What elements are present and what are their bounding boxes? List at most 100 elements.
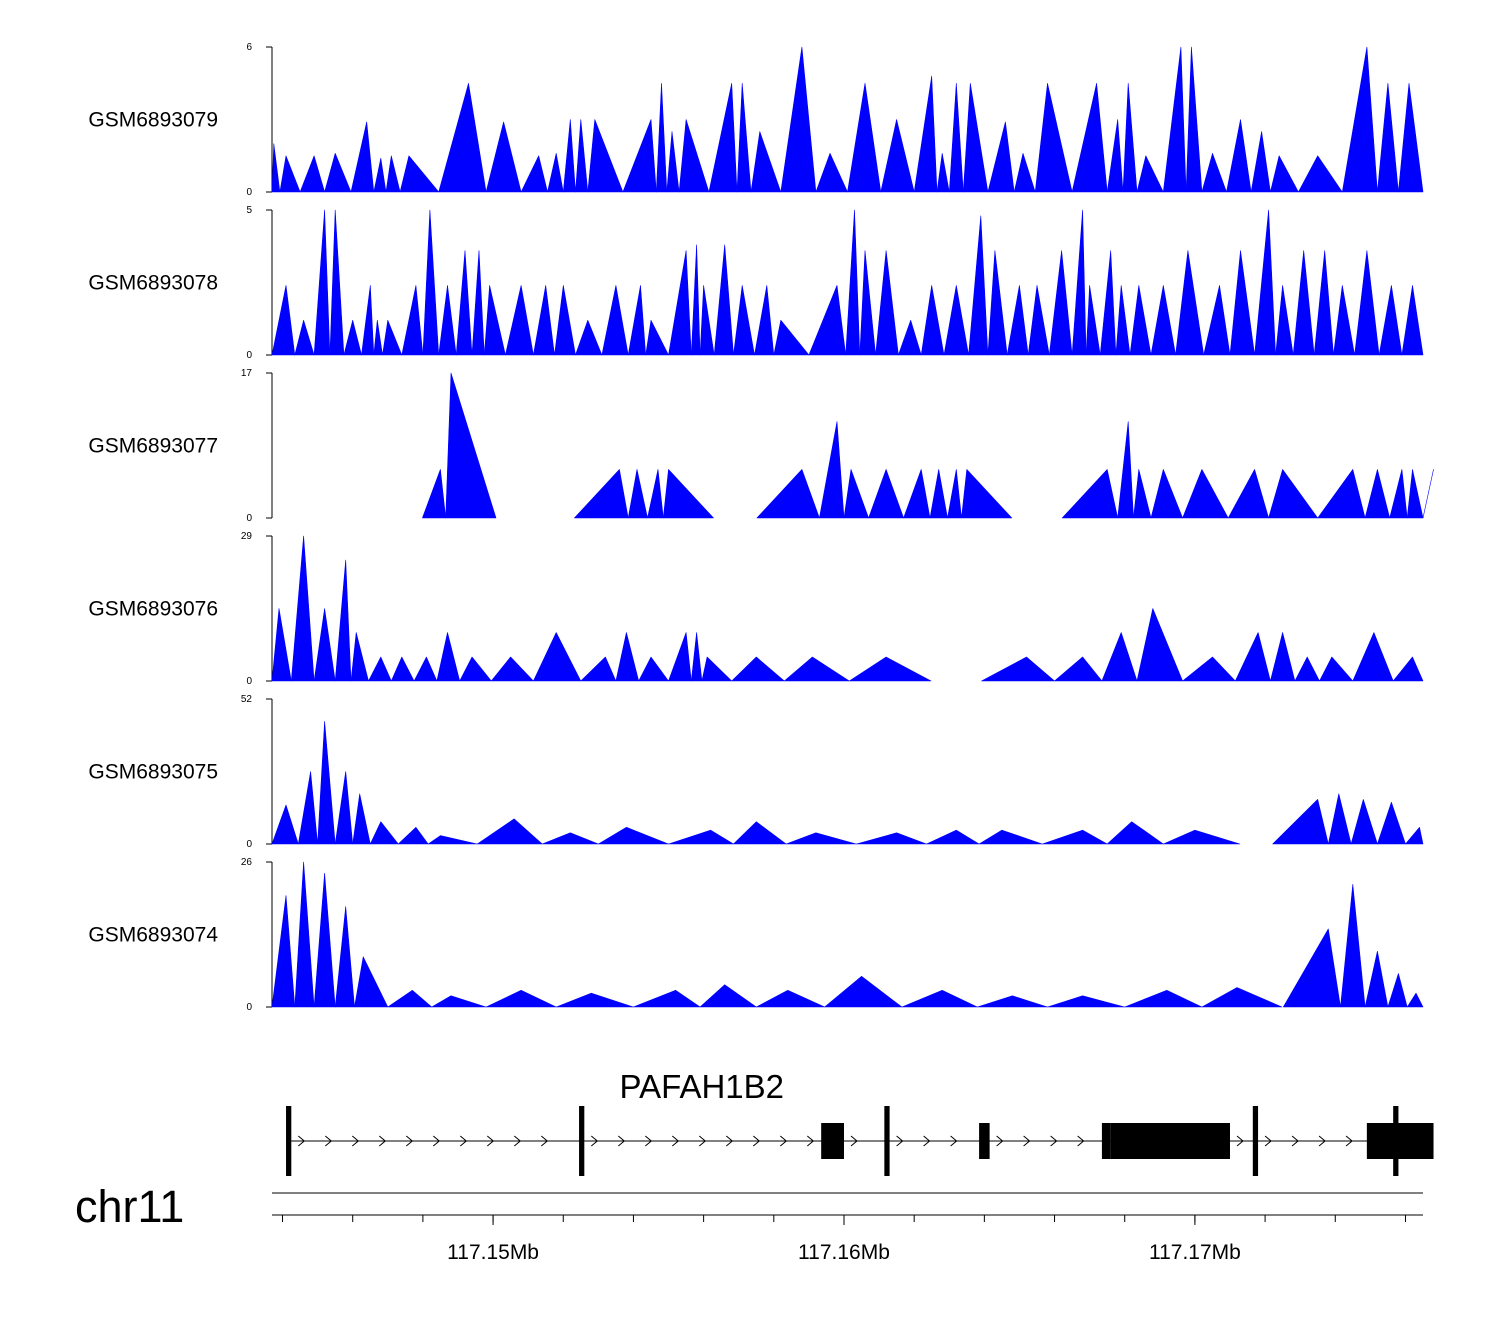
strand-chevron — [1077, 1135, 1085, 1147]
gene-exon — [821, 1123, 844, 1159]
gene-exon — [1101, 1123, 1111, 1159]
coverage-peak — [627, 469, 648, 519]
coverage-peak — [981, 656, 1055, 682]
coverage-peak — [1201, 987, 1283, 1008]
coverage-peak — [936, 153, 950, 193]
strand-chevron — [1264, 1135, 1272, 1147]
coverage-peak — [733, 821, 787, 845]
coverage-peak — [1006, 285, 1029, 356]
gene-exon — [1366, 1123, 1434, 1159]
coverage-peak — [755, 989, 826, 1008]
coverage-peak — [1133, 469, 1152, 519]
y-min-label: 0 — [246, 676, 252, 687]
coverage-peak — [1398, 83, 1424, 193]
strand-chevron — [996, 1135, 1004, 1147]
coverage-peak — [324, 153, 352, 193]
coverage-peak — [580, 656, 617, 682]
coverage-peak — [1406, 992, 1424, 1008]
coverage-peak — [901, 989, 978, 1008]
strand-chevron — [725, 1135, 734, 1147]
gene-exon — [979, 1123, 990, 1159]
strand-chevron — [590, 1135, 599, 1147]
coverage-peak — [1047, 995, 1125, 1008]
coverage-peak — [756, 469, 820, 519]
coverage-peak — [783, 656, 850, 682]
strand-chevron — [617, 1135, 626, 1147]
strand-chevron — [671, 1135, 680, 1147]
coverage-peak — [848, 656, 932, 682]
coverage-peak — [701, 656, 733, 682]
coverage-peak — [541, 832, 599, 845]
coverage-peak — [819, 421, 845, 519]
coverage-peak — [533, 285, 555, 356]
strand-chevron — [1291, 1135, 1299, 1147]
strand-chevron — [950, 1135, 958, 1147]
coverage-peak — [1071, 83, 1108, 193]
coverage-peak — [1235, 632, 1271, 682]
coverage-peak — [1106, 119, 1124, 193]
coverage-peak — [547, 153, 564, 193]
strand-chevron — [432, 1135, 441, 1147]
coverage-peak — [1101, 632, 1138, 682]
coverage-peak — [290, 535, 315, 682]
coverage-peak — [898, 319, 922, 356]
coverage-peak — [1254, 209, 1276, 356]
y-max-label: 29 — [241, 531, 253, 542]
coverage-peak — [615, 632, 640, 682]
coverage-peak — [271, 804, 299, 845]
track-label: GSM6893077 — [88, 435, 218, 458]
coverage-peak — [1270, 155, 1299, 193]
coverage-peak — [436, 632, 461, 682]
coverage-peak — [1350, 799, 1378, 845]
coverage-peak — [875, 250, 899, 356]
coverage-peak — [1122, 83, 1138, 193]
coverage-peak — [1085, 285, 1101, 356]
y-min-label: 0 — [246, 350, 252, 361]
coverage-peak — [313, 872, 336, 1008]
coverage-peak — [1115, 285, 1131, 356]
coverage-peak — [713, 244, 734, 356]
coverage-peak — [1250, 131, 1271, 193]
coverage-peak — [668, 250, 692, 356]
coverage-peak — [668, 829, 734, 845]
coverage-peak — [1364, 469, 1390, 519]
coverage-peak — [445, 372, 497, 519]
coverage-peak — [313, 209, 331, 356]
coverage-peak — [354, 956, 389, 1008]
track-gsm6893076: GSM6893076 29 0 — [88, 531, 1424, 687]
coverage-peak — [485, 121, 522, 193]
coverage-peak — [431, 995, 487, 1008]
strand-chevron — [459, 1135, 468, 1147]
coverage-peak — [1342, 46, 1378, 193]
coverage-peak — [361, 285, 375, 356]
coverage-peak — [754, 285, 775, 356]
y-max-label: 17 — [241, 368, 253, 379]
coverage-peak — [505, 285, 534, 356]
coverage-peak — [427, 835, 478, 845]
coverage-peak — [533, 632, 582, 682]
coverage-peak — [733, 285, 755, 356]
gene-exon — [286, 1106, 292, 1176]
strand-arrows — [297, 1135, 1353, 1147]
coverage-peak — [855, 832, 927, 845]
coverage-peak — [1364, 950, 1389, 1008]
coverage-peak — [1401, 285, 1424, 356]
coverage-peak — [271, 608, 292, 682]
coverage-peak — [483, 285, 506, 356]
coverage-peak — [947, 469, 962, 519]
coverage-peak — [1406, 469, 1424, 519]
coverage-peak — [1049, 250, 1073, 356]
strand-chevron — [896, 1135, 904, 1147]
y-max-label: 6 — [246, 42, 252, 53]
coverage-peak — [978, 829, 1043, 845]
strand-chevron — [405, 1135, 414, 1147]
coverage-peak — [1354, 250, 1380, 356]
coverage-peak — [313, 608, 336, 682]
coverage-peak — [1422, 469, 1434, 519]
coverage-peak — [1272, 799, 1329, 845]
coverage-peak — [368, 656, 392, 682]
coverage-peak — [373, 319, 383, 356]
coverage-peak — [334, 771, 354, 845]
coverage-peak — [1328, 793, 1352, 845]
coverage-peak — [485, 989, 557, 1008]
